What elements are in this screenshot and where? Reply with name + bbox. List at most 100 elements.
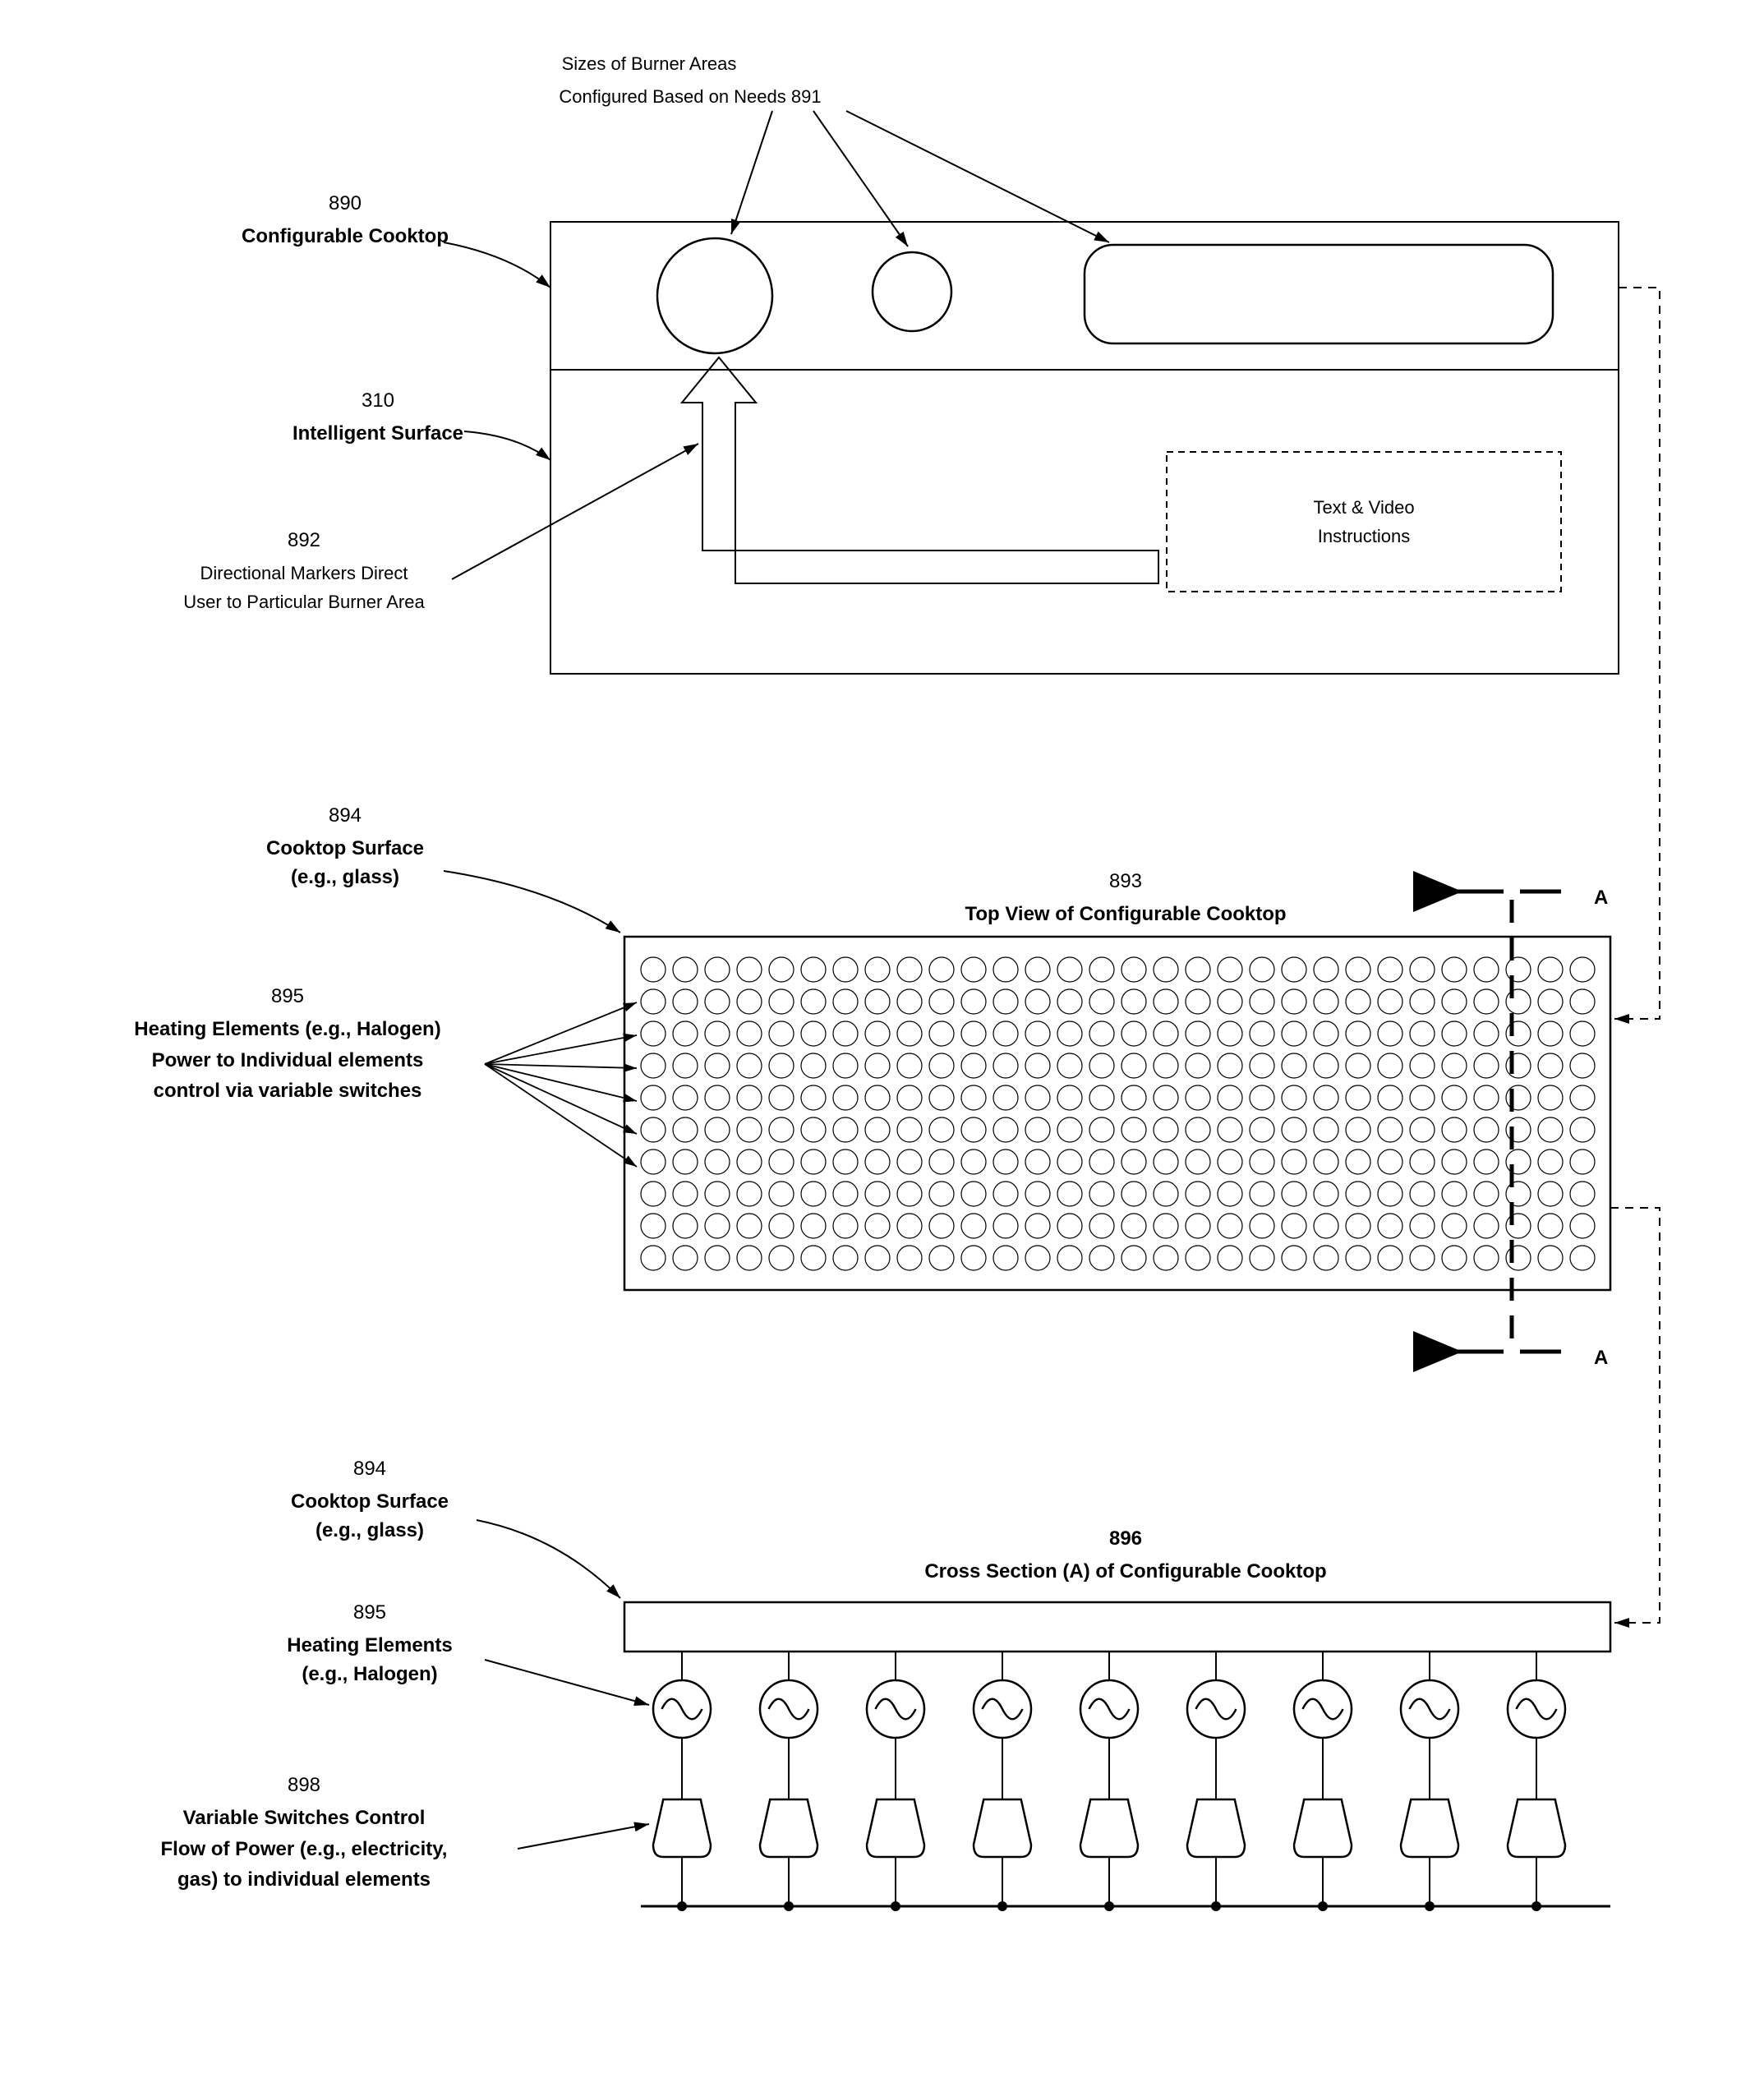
variable-switch-icon	[1508, 1799, 1565, 1857]
heating-element-dot	[833, 1182, 858, 1206]
heating-element-dot	[673, 1214, 698, 1238]
heating-element-dot	[993, 1214, 1018, 1238]
heating-element-dot	[801, 989, 826, 1014]
label-894b-l2: (e.g., glass)	[315, 1519, 424, 1541]
heating-element-dot	[1346, 1182, 1370, 1206]
heating-element-dot	[1218, 1085, 1242, 1110]
label-891-line2: Configured Based on Needs	[559, 86, 785, 107]
heating-element-dot	[1089, 1182, 1114, 1206]
heating-element-dot	[1057, 1246, 1082, 1270]
label-892-l1: Directional Markers Direct	[200, 563, 408, 583]
patent-diagram: Sizes of Burner Areas Configured Based o…	[16, 16, 1764, 2071]
heating-element-dot	[1089, 957, 1114, 982]
heating-element-dot	[705, 989, 730, 1014]
heating-element-dot	[1154, 1246, 1178, 1270]
heating-element-dot	[1570, 1021, 1595, 1046]
heating-element-dot	[897, 1246, 922, 1270]
label-891-line1: Sizes of Burner Areas	[562, 53, 737, 74]
heating-element-dot	[737, 1021, 762, 1046]
heating-element-dot	[1442, 1182, 1467, 1206]
heating-element-dot	[1474, 1214, 1499, 1238]
heating-element-dot	[1442, 1246, 1467, 1270]
heating-element-dot	[1025, 1182, 1050, 1206]
heating-element-dot	[961, 1214, 986, 1238]
heating-element-dot	[929, 1214, 954, 1238]
heating-element-dot	[1570, 1182, 1595, 1206]
heating-element-dot	[1314, 957, 1338, 982]
heating-element-dot	[1154, 989, 1178, 1014]
heating-element-dot	[1570, 1053, 1595, 1078]
label-895b-l2: (e.g., Halogen)	[302, 1663, 437, 1685]
heating-element-dot	[1121, 1021, 1146, 1046]
leader-310	[464, 431, 550, 460]
heating-element-dot	[1282, 1149, 1306, 1174]
heating-element-dot	[1442, 1117, 1467, 1142]
variable-switch-icon	[1080, 1799, 1138, 1857]
heating-element-dot	[737, 1053, 762, 1078]
heating-element-dot	[1186, 957, 1210, 982]
heating-element-dot	[1186, 1053, 1210, 1078]
heating-element-dot	[737, 1085, 762, 1110]
heating-element-dot	[1218, 1214, 1242, 1238]
heating-element-dot	[801, 1053, 826, 1078]
heating-element-dot	[865, 1053, 890, 1078]
heating-element-dot	[641, 1182, 666, 1206]
connector-1-2	[1614, 288, 1660, 1019]
heating-element-dot	[1218, 1021, 1242, 1046]
heating-element-dot	[1570, 1085, 1595, 1110]
section-1-intelligent-surface: Sizes of Burner Areas Configured Based o…	[183, 53, 1619, 674]
heating-element-dot	[705, 1085, 730, 1110]
heating-element-dot	[1346, 1085, 1370, 1110]
heating-element-dot	[1250, 1117, 1274, 1142]
heating-element-dot	[897, 1021, 922, 1046]
heating-element-dot	[1378, 1053, 1402, 1078]
heating-element-dot	[897, 1053, 922, 1078]
heating-element-dot	[737, 989, 762, 1014]
heating-element-dot	[865, 1085, 890, 1110]
heating-element-dot	[993, 957, 1018, 982]
heating-element-dot	[1410, 957, 1435, 982]
heating-element-dot	[673, 989, 698, 1014]
heating-element-dot	[1314, 1085, 1338, 1110]
heating-element-dot	[1154, 1182, 1178, 1206]
heating-element-dot	[1089, 1149, 1114, 1174]
heating-element-dot	[993, 1053, 1018, 1078]
heating-element-dot	[961, 1085, 986, 1110]
heating-element-dot	[929, 957, 954, 982]
leader-891-b	[813, 111, 908, 246]
heating-element-dot	[1250, 1149, 1274, 1174]
heating-element-dot	[1538, 957, 1563, 982]
section-3-cross-section: 894 Cooktop Surface (e.g., glass) 896 Cr…	[161, 1458, 1610, 1911]
heating-element-dot	[1218, 1053, 1242, 1078]
cross-section-surface	[624, 1602, 1610, 1652]
heating-element-dot	[993, 1021, 1018, 1046]
heating-element-dot	[961, 1021, 986, 1046]
heating-element-dot	[1154, 1021, 1178, 1046]
heating-element-dot	[769, 1214, 794, 1238]
variable-switch-icon	[1401, 1799, 1458, 1857]
topview-box	[624, 937, 1610, 1290]
heating-element-dot	[1218, 1246, 1242, 1270]
leader-895-fan	[485, 1002, 637, 1167]
heating-element-dot	[1378, 1214, 1402, 1238]
heating-element-dot	[1218, 989, 1242, 1014]
heating-element-dot	[1314, 1021, 1338, 1046]
heating-element-dot	[1378, 1149, 1402, 1174]
heating-element-dot	[1314, 1214, 1338, 1238]
heating-element-dot	[993, 1149, 1018, 1174]
heating-element-dot	[833, 1053, 858, 1078]
heating-element-dot	[1089, 1053, 1114, 1078]
heating-element-dot	[1250, 1246, 1274, 1270]
label-892-l2: User to Particular Burner Area	[183, 592, 425, 612]
burner-1	[657, 238, 772, 353]
heating-element-dot	[833, 1149, 858, 1174]
heating-element-dot	[833, 989, 858, 1014]
heating-element-dot	[1538, 1117, 1563, 1142]
heating-element-dot	[1089, 1085, 1114, 1110]
heating-element-dot	[1250, 1214, 1274, 1238]
variable-switch-icon	[653, 1799, 711, 1857]
heating-element-dot	[1089, 989, 1114, 1014]
heating-element-dot	[1442, 1085, 1467, 1110]
heating-element-dot	[1057, 1149, 1082, 1174]
heating-element-grid	[641, 957, 1595, 1270]
